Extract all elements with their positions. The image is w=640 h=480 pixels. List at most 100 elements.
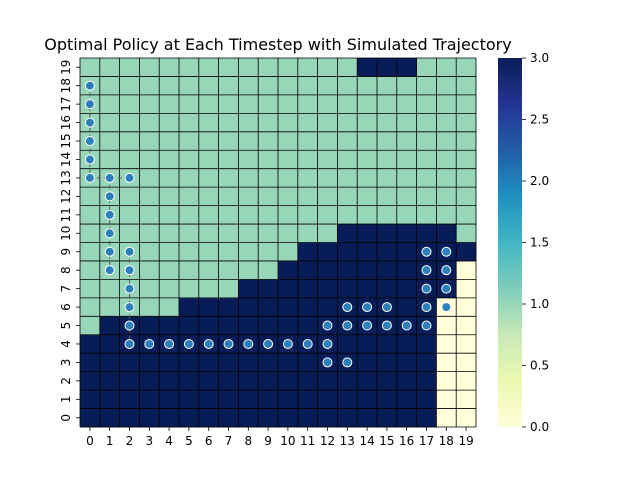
heatmap-cell-14-11 xyxy=(357,205,378,225)
heatmap-cell-14-9 xyxy=(357,242,378,262)
trajectory-point xyxy=(381,302,392,313)
heatmap-cell-16-10 xyxy=(396,224,417,243)
trajectory-point xyxy=(84,99,95,110)
trajectory-point xyxy=(362,320,373,331)
heatmap-cell-6-15 xyxy=(198,131,219,151)
heatmap-cell-19-5 xyxy=(456,316,477,336)
colorbar xyxy=(498,58,522,427)
heatmap-cell-6-1 xyxy=(198,390,219,409)
heatmap-cell-12-18 xyxy=(317,76,338,96)
heatmap-cell-0-11 xyxy=(80,205,101,225)
heatmap-cell-17-1 xyxy=(416,390,437,409)
heatmap-cell-9-0 xyxy=(258,408,279,428)
trajectory-point xyxy=(124,172,135,183)
heatmap-cell-14-3 xyxy=(357,353,378,372)
heatmap-cell-9-6 xyxy=(258,297,279,317)
x-tick-label: 0 xyxy=(86,434,94,448)
heatmap-cell-11-7 xyxy=(297,279,318,299)
heatmap-cell-9-2 xyxy=(258,371,279,391)
heatmap-cell-0-1 xyxy=(80,390,101,409)
heatmap-cell-5-5 xyxy=(179,316,200,336)
heatmap-cell-8-16 xyxy=(238,113,259,133)
heatmap-cell-14-12 xyxy=(357,187,378,206)
heatmap-cell-19-3 xyxy=(456,353,477,372)
heatmap-cell-1-5 xyxy=(99,316,120,336)
heatmap-cell-8-15 xyxy=(238,131,259,151)
heatmap-cell-17-2 xyxy=(416,371,437,391)
heatmap-cell-2-12 xyxy=(119,187,140,206)
heatmap-cell-8-0 xyxy=(238,408,259,428)
heatmap-cell-0-7 xyxy=(80,279,101,299)
heatmap-cell-17-13 xyxy=(416,168,437,188)
heatmap-cell-8-9 xyxy=(238,242,259,262)
heatmap-cell-3-9 xyxy=(139,242,160,262)
heatmap-cell-6-0 xyxy=(198,408,219,428)
heatmap-cell-8-14 xyxy=(238,150,259,169)
heatmap-cell-5-0 xyxy=(179,408,200,428)
x-tick-label: 16 xyxy=(399,434,414,448)
heatmap-cell-8-5 xyxy=(238,316,259,336)
heatmap-cell-3-6 xyxy=(139,297,160,317)
y-tick-label: 14 xyxy=(59,152,73,167)
heatmap-cell-16-17 xyxy=(396,94,417,114)
heatmap-cell-16-14 xyxy=(396,150,417,169)
heatmap-cell-9-17 xyxy=(258,94,279,114)
heatmap-cell-11-0 xyxy=(297,408,318,428)
heatmap-cell-2-17 xyxy=(119,94,140,114)
heatmap-cell-0-4 xyxy=(80,334,101,354)
heatmap-cell-11-13 xyxy=(297,168,318,188)
heatmap-cell-2-18 xyxy=(119,76,140,96)
heatmap-cell-4-3 xyxy=(159,353,180,372)
colorbar-tick-label: 2.5 xyxy=(530,113,549,127)
y-tick-label: 4 xyxy=(59,340,73,348)
heatmap-cell-18-14 xyxy=(436,150,457,169)
y-tick-label: 19 xyxy=(59,60,73,75)
heatmap-cell-3-10 xyxy=(139,224,160,243)
colorbar-tick-label: 2.0 xyxy=(530,174,549,188)
heatmap-cell-3-0 xyxy=(139,408,160,428)
heatmap-cell-11-3 xyxy=(297,353,318,372)
heatmap-cell-7-17 xyxy=(218,94,239,114)
heatmap-cell-8-7 xyxy=(238,279,259,299)
heatmap-cell-16-4 xyxy=(396,334,417,354)
heatmap-cell-7-0 xyxy=(218,408,239,428)
heatmap-cell-4-5 xyxy=(159,316,180,336)
heatmap-cell-14-14 xyxy=(357,150,378,169)
heatmap-cell-13-2 xyxy=(337,371,358,391)
heatmap-cell-8-3 xyxy=(238,353,259,372)
heatmap-cell-0-8 xyxy=(80,260,101,280)
heatmap-cell-3-2 xyxy=(139,371,160,391)
heatmap-cell-4-19 xyxy=(159,58,180,77)
heatmap-cell-19-18 xyxy=(456,76,477,96)
y-tick-label: 12 xyxy=(59,189,73,204)
trajectory-point xyxy=(124,265,135,276)
heatmap-cell-16-1 xyxy=(396,390,417,409)
heatmap-cell-4-9 xyxy=(159,242,180,262)
heatmap-cell-3-13 xyxy=(139,168,160,188)
trajectory-point xyxy=(322,357,333,368)
heatmap-cell-12-11 xyxy=(317,205,338,225)
colorbar-tick-label: 3.0 xyxy=(530,51,549,65)
heatmap-cell-7-11 xyxy=(218,205,239,225)
heatmap-cell-10-18 xyxy=(278,76,299,96)
heatmap-cell-5-14 xyxy=(179,150,200,169)
trajectory-point xyxy=(362,302,373,313)
heatmap-cell-14-15 xyxy=(357,131,378,151)
heatmap-cell-12-16 xyxy=(317,113,338,133)
trajectory-point xyxy=(84,117,95,128)
heatmap-cell-15-2 xyxy=(377,371,398,391)
heatmap-cell-6-19 xyxy=(198,58,219,77)
heatmap-cell-17-12 xyxy=(416,187,437,206)
heatmap-cell-1-18 xyxy=(99,76,120,96)
heatmap-cell-5-18 xyxy=(179,76,200,96)
heatmap-cell-11-9 xyxy=(297,242,318,262)
heatmap-cell-19-6 xyxy=(456,297,477,317)
heatmap-cell-4-11 xyxy=(159,205,180,225)
trajectory-point xyxy=(104,246,115,257)
heatmap-cell-15-1 xyxy=(377,390,398,409)
heatmap-cell-19-1 xyxy=(456,390,477,409)
heatmap-cell-10-15 xyxy=(278,131,299,151)
heatmap-cell-5-11 xyxy=(179,205,200,225)
trajectory-point xyxy=(104,265,115,276)
heatmap-cell-15-12 xyxy=(377,187,398,206)
